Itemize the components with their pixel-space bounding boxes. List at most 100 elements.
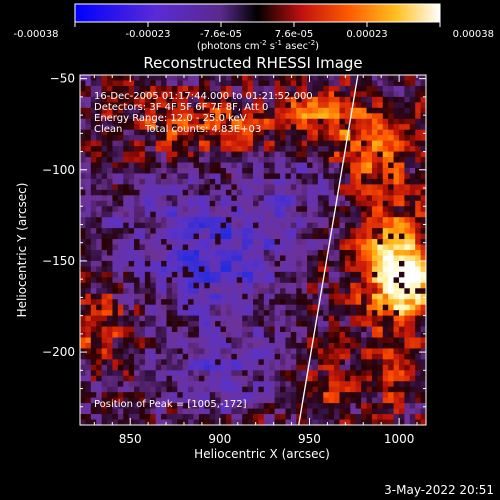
heatmap-cell bbox=[371, 91, 378, 98]
heatmap-cell bbox=[404, 206, 411, 213]
heatmap-cell bbox=[296, 184, 303, 191]
heatmap-cell bbox=[409, 124, 416, 131]
heatmap-cell bbox=[220, 96, 227, 103]
heatmap-cell bbox=[139, 217, 146, 224]
heatmap-cell bbox=[117, 332, 124, 339]
heatmap-cell bbox=[85, 381, 92, 388]
heatmap-cell bbox=[182, 178, 189, 185]
heatmap-cell bbox=[415, 321, 422, 328]
heatmap-cell bbox=[269, 359, 276, 366]
heatmap-cell bbox=[117, 135, 124, 142]
heatmap-cell bbox=[107, 392, 114, 399]
heatmap-cell bbox=[144, 118, 151, 125]
heatmap-cell bbox=[198, 135, 205, 142]
heatmap-cell bbox=[123, 80, 130, 87]
heatmap-cell bbox=[388, 260, 395, 268]
heatmap-cell bbox=[220, 189, 227, 196]
heatmap-cell bbox=[107, 315, 114, 322]
heatmap-cell bbox=[90, 271, 97, 278]
heatmap-cell bbox=[150, 364, 157, 371]
heatmap-cell bbox=[409, 85, 416, 93]
heatmap-cell bbox=[361, 162, 368, 169]
heatmap-cell bbox=[269, 80, 276, 87]
heatmap-cell bbox=[296, 370, 303, 377]
heatmap-cell bbox=[290, 151, 297, 158]
heatmap-cell bbox=[161, 419, 168, 425]
heatmap-cell bbox=[290, 266, 297, 273]
heatmap-cell bbox=[134, 293, 141, 300]
heatmap-cell bbox=[269, 146, 276, 153]
heatmap-cell bbox=[139, 167, 146, 175]
heatmap-cell bbox=[415, 299, 422, 306]
heatmap-cell bbox=[344, 364, 351, 371]
heatmap-cell bbox=[296, 124, 303, 131]
heatmap-cell bbox=[177, 304, 184, 311]
heatmap-cell bbox=[112, 304, 119, 311]
heatmap-cell bbox=[171, 107, 178, 114]
heatmap-cell bbox=[123, 91, 130, 98]
heatmap-cell bbox=[388, 178, 395, 185]
heatmap-cell bbox=[285, 353, 292, 360]
energy-range-text: Energy Range: 12.0 - 25.0 keV bbox=[94, 113, 247, 124]
heatmap-cell bbox=[334, 75, 341, 82]
heatmap-cell bbox=[307, 375, 314, 382]
heatmap-cell bbox=[280, 337, 287, 344]
heatmap-cell bbox=[85, 403, 92, 410]
heatmap-cell bbox=[253, 157, 260, 164]
heatmap-cell bbox=[225, 364, 232, 371]
heatmap-cell bbox=[409, 408, 416, 415]
heatmap-cell bbox=[377, 91, 384, 98]
heatmap-cell bbox=[188, 178, 195, 185]
heatmap-cell bbox=[193, 403, 200, 410]
heatmap-cell bbox=[404, 364, 411, 371]
heatmap-cell bbox=[193, 288, 200, 295]
heatmap-cell bbox=[171, 403, 178, 410]
heatmap-cell bbox=[382, 353, 389, 360]
heatmap-cell bbox=[166, 315, 173, 322]
heatmap-cell bbox=[112, 414, 119, 421]
heatmap-cell bbox=[150, 96, 157, 103]
heatmap-cell bbox=[150, 157, 157, 164]
heatmap-cell bbox=[334, 337, 341, 344]
heatmap-cell bbox=[280, 124, 287, 131]
heatmap-cell bbox=[344, 228, 351, 235]
heatmap-cell bbox=[139, 102, 146, 109]
heatmap-cell bbox=[290, 140, 297, 147]
heatmap-cell bbox=[420, 408, 426, 415]
heatmap-cell bbox=[420, 381, 426, 388]
heatmap-cell bbox=[96, 228, 103, 235]
heatmap-cell bbox=[296, 102, 303, 109]
heatmap-cell bbox=[350, 397, 357, 404]
heatmap-cell bbox=[307, 107, 314, 114]
heatmap-cell bbox=[409, 184, 416, 191]
heatmap-cell bbox=[377, 310, 384, 317]
heatmap-cell bbox=[128, 157, 135, 164]
heatmap-cell bbox=[220, 348, 227, 355]
heatmap-cell bbox=[150, 397, 157, 404]
heatmap-cell bbox=[269, 178, 276, 185]
heatmap-cell bbox=[301, 80, 308, 87]
heatmap-cell bbox=[144, 195, 151, 202]
heatmap-cell bbox=[182, 277, 189, 284]
heatmap-cell bbox=[144, 233, 151, 240]
heatmap-cell bbox=[339, 135, 346, 142]
heatmap-cell bbox=[296, 118, 303, 125]
heatmap-cell bbox=[85, 151, 92, 158]
heatmap-cell bbox=[420, 173, 426, 180]
heatmap-cell bbox=[409, 211, 416, 218]
heatmap-cell bbox=[301, 239, 308, 246]
heatmap-cell bbox=[188, 118, 195, 125]
heatmap-cell bbox=[415, 96, 422, 103]
heatmap-cell bbox=[85, 102, 92, 109]
heatmap-cell bbox=[96, 315, 103, 322]
heatmap-cell bbox=[96, 118, 103, 125]
heatmap-cell bbox=[398, 250, 405, 257]
heatmap-cell bbox=[344, 321, 351, 328]
heatmap-cell bbox=[123, 277, 130, 284]
heatmap-cell bbox=[355, 375, 362, 382]
heatmap-cell bbox=[334, 266, 341, 273]
heatmap-cell bbox=[161, 337, 168, 344]
heatmap-cell bbox=[409, 162, 416, 169]
heatmap-cell bbox=[193, 321, 200, 328]
heatmap-cell bbox=[382, 375, 389, 382]
